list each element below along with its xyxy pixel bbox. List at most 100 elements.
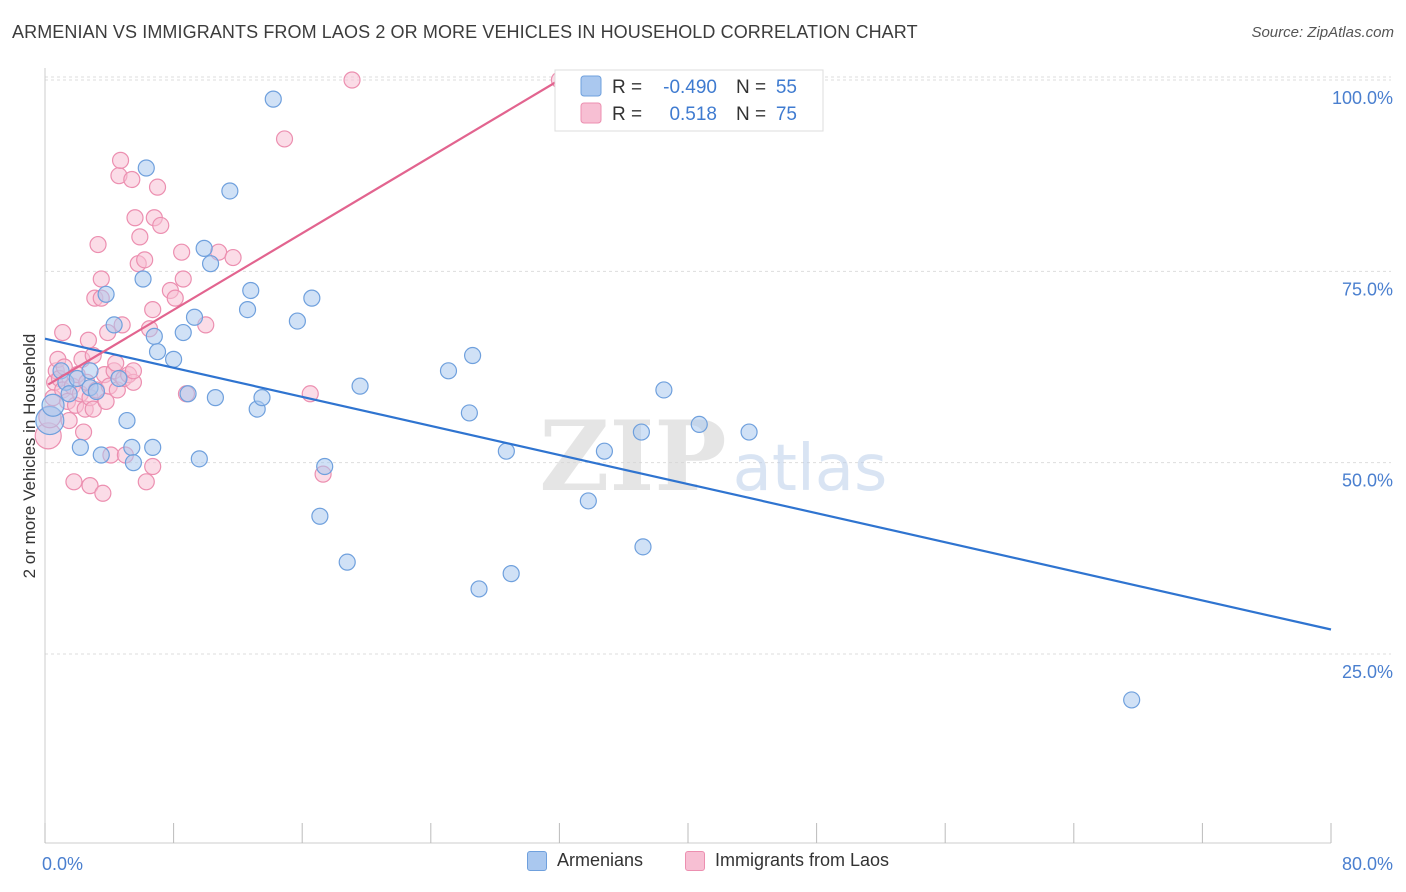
legend-swatch-laos — [580, 102, 602, 124]
point-armenians — [463, 346, 482, 365]
y-tick-label: 25.0% — [1342, 662, 1393, 682]
legend-swatch-laos-bottom — [685, 850, 705, 871]
point-armenians — [634, 538, 652, 556]
point-armenians — [179, 385, 197, 403]
y-axis-label: 2 or more Vehicles in Household — [20, 333, 39, 579]
point-armenians — [81, 362, 99, 380]
point-armenians — [303, 289, 321, 307]
point-laos — [94, 484, 112, 502]
point-armenians — [145, 327, 163, 345]
point-laos — [144, 301, 162, 319]
x-tick-label-min: 0.0% — [42, 854, 83, 874]
trend-line-laos — [47, 79, 560, 386]
tick-labels: 25.0% 50.0% 75.0% 100.0% 0.0% 80.0% — [42, 88, 1393, 874]
point-laos — [89, 235, 107, 254]
legend-label-laos: Immigrants from Laos — [715, 850, 890, 870]
point-armenians — [110, 369, 128, 388]
point-armenians — [264, 90, 282, 108]
y-tick-label: 75.0% — [1342, 279, 1393, 299]
point-laos — [107, 354, 125, 372]
legend-n-label-1: N = — [736, 77, 766, 98]
legend-label-armenians: Armenians — [557, 850, 644, 870]
point-armenians — [123, 438, 141, 456]
point-laos — [81, 477, 99, 495]
point-armenians — [134, 270, 152, 288]
point-armenians — [118, 411, 136, 430]
grid-lines — [45, 76, 1391, 655]
source-note: Source: ZipAtlas.com — [1251, 24, 1394, 41]
point-armenians — [92, 446, 110, 464]
legend-item-laos[interactable]: Immigrants from Laos — [685, 850, 889, 871]
point-laos — [152, 216, 170, 235]
point-laos — [92, 270, 110, 288]
point-armenians — [351, 377, 369, 395]
point-armenians — [148, 343, 167, 361]
point-laos — [137, 473, 155, 491]
point-armenians — [185, 308, 204, 326]
point-laos — [124, 362, 143, 380]
point-armenians — [60, 385, 78, 403]
point-armenians — [1123, 691, 1141, 709]
point-armenians — [105, 316, 123, 334]
trend-lines — [44, 79, 1332, 631]
point-laos — [343, 71, 361, 89]
point-laos — [148, 178, 167, 196]
point-armenians — [206, 389, 224, 407]
point-armenians — [253, 389, 271, 407]
point-laos — [166, 289, 184, 307]
point-laos — [123, 170, 141, 189]
point-armenians — [470, 580, 488, 598]
point-armenians — [460, 404, 478, 422]
point-armenians — [41, 393, 65, 417]
legend-r-label-2: R = — [612, 104, 642, 125]
point-armenians — [221, 182, 239, 200]
point-armenians — [242, 281, 260, 300]
legend-r-value-2: 0.518 — [669, 104, 717, 125]
point-armenians — [338, 553, 356, 571]
correlation-legend: R = -0.490 N = 55 R = 0.518 N = 75 — [554, 69, 824, 132]
point-armenians — [238, 301, 257, 319]
point-armenians — [124, 454, 143, 472]
point-armenians — [690, 415, 708, 433]
x-tick-label-max: 80.0% — [1342, 854, 1393, 874]
point-laos — [111, 151, 130, 169]
point-armenians — [740, 423, 758, 441]
legend-r-value-1: -0.490 — [663, 77, 717, 98]
point-laos — [144, 457, 162, 476]
point-armenians — [595, 442, 614, 460]
legend-item-armenians[interactable]: Armenians — [527, 850, 643, 871]
point-armenians — [311, 507, 329, 525]
point-laos — [84, 400, 102, 418]
y-tick-label: 50.0% — [1342, 471, 1393, 491]
point-armenians — [137, 159, 155, 177]
point-armenians — [316, 457, 334, 476]
point-laos — [54, 323, 72, 342]
point-armenians — [497, 442, 515, 460]
watermark-atlas: atlas — [733, 432, 888, 506]
point-laos — [79, 331, 98, 349]
point-armenians — [190, 450, 208, 468]
scatter-points — [34, 71, 1141, 709]
axes — [44, 68, 1332, 844]
point-armenians — [165, 350, 183, 368]
point-armenians — [632, 423, 650, 441]
point-armenians — [439, 362, 458, 380]
trend-line-armenians — [44, 337, 1332, 631]
point-armenians — [97, 285, 115, 303]
chart-title: ARMENIAN VS IMMIGRANTS FROM LAOS 2 OR MO… — [12, 22, 918, 42]
point-laos — [224, 248, 242, 267]
point-laos — [65, 473, 83, 491]
legend-n-label-2: N = — [736, 104, 766, 125]
point-armenians — [655, 381, 673, 399]
point-armenians — [87, 382, 106, 401]
point-armenians — [288, 312, 306, 330]
point-laos — [275, 130, 294, 148]
point-armenians — [71, 438, 89, 456]
point-armenians — [195, 239, 213, 257]
point-armenians — [68, 369, 86, 388]
point-armenians — [174, 323, 192, 342]
point-laos — [174, 270, 192, 288]
point-laos — [74, 423, 93, 441]
point-armenians — [579, 492, 597, 510]
